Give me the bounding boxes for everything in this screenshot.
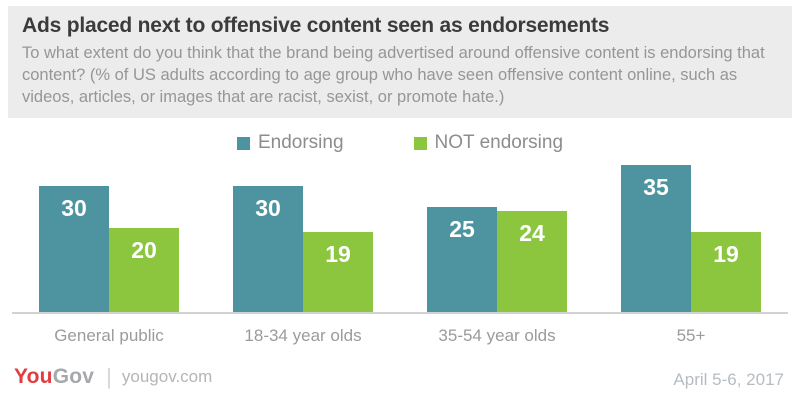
- bar-endorsing: 30: [39, 186, 109, 313]
- bar-group: 25 24: [400, 207, 594, 313]
- footer: YouGov | yougov.com April 5-6, 2017: [14, 364, 784, 390]
- yougov-brand: YouGov | yougov.com: [14, 364, 212, 390]
- bar-group: 30 19: [206, 186, 400, 313]
- legend-label: NOT endorsing: [434, 132, 564, 154]
- legend-item-not-endorsing: NOT endorsing: [413, 132, 564, 154]
- bar-value-label: 20: [131, 237, 157, 264]
- bar-not-endorsing: 20: [109, 228, 179, 313]
- survey-date: April 5-6, 2017: [673, 370, 784, 389]
- legend-item-endorsing: Endorsing: [236, 132, 344, 154]
- bar-value-label: 30: [61, 195, 87, 222]
- legend-label: Endorsing: [257, 132, 344, 154]
- bar-value-label: 35: [643, 174, 669, 201]
- chart-legend: Endorsing NOT endorsing: [0, 132, 800, 154]
- chart-plot-area: 30 20 30 19 25 24 35 19: [12, 162, 788, 313]
- header: Ads placed next to offensive content see…: [8, 6, 792, 119]
- bar-value-label: 19: [325, 241, 351, 268]
- bar-endorsing: 35: [621, 165, 691, 313]
- legend-swatch-icon: [236, 136, 250, 150]
- bar-chart: 30 20 30 19 25 24 35 19 General public 18-34 yea…: [12, 162, 788, 346]
- category-label: 18-34 year olds: [244, 326, 362, 346]
- bar-group: 35 19: [594, 165, 788, 313]
- category-label: General public: [54, 326, 164, 346]
- bar-not-endorsing: 19: [303, 232, 373, 313]
- bar-not-endorsing: 24: [497, 211, 567, 313]
- bar-endorsing: 25: [427, 207, 497, 313]
- logo-divider: |: [106, 364, 112, 389]
- bar-value-label: 19: [713, 241, 739, 268]
- yougov-logo: YouGov: [14, 365, 94, 389]
- legend-swatch-icon: [413, 136, 427, 150]
- logo-you-text: You: [14, 365, 53, 388]
- bar-not-endorsing: 19: [691, 232, 761, 313]
- page-subtitle: To what extent do you think that the bra…: [22, 44, 765, 106]
- logo-gov-text: Gov: [52, 365, 95, 388]
- category-label: 55+: [676, 326, 706, 346]
- x-axis-labels: General public 18-34 year olds 35-54 year …: [12, 326, 788, 346]
- website-url: yougov.com: [121, 367, 213, 386]
- bar-group: 30 20: [12, 186, 206, 313]
- bar-endorsing: 30: [233, 186, 303, 313]
- category-label: 35-54 year olds: [438, 326, 556, 346]
- page-title: Ads placed next to offensive content see…: [22, 14, 610, 37]
- bar-value-label: 25: [449, 216, 475, 243]
- bar-value-label: 30: [255, 195, 281, 222]
- x-axis-line: [12, 312, 788, 315]
- bar-value-label: 24: [519, 220, 545, 247]
